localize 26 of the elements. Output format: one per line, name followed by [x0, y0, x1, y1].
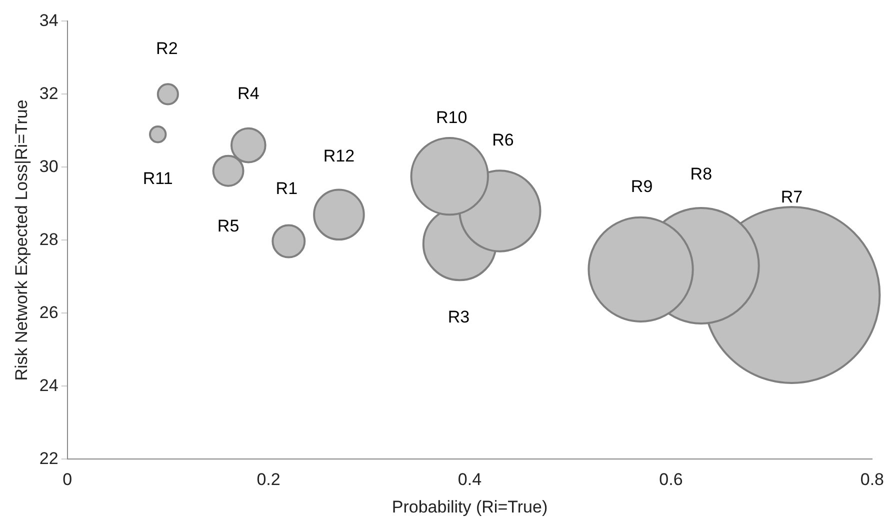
y-tick-label: 34 — [39, 10, 58, 30]
annotation: R6 — [492, 130, 514, 150]
y-tick-label: 26 — [39, 302, 58, 322]
annotation: R8 — [690, 164, 712, 184]
annotation: R5 — [217, 216, 240, 236]
x-tick-label: 0.4 — [458, 470, 482, 490]
x-tick-label: 0.8 — [860, 470, 884, 490]
annotation: R7 — [780, 188, 803, 207]
annotation: R1 — [276, 178, 298, 198]
x-tick-label: 0.2 — [256, 470, 280, 490]
y-tick-label: 28 — [39, 230, 58, 249]
annotation: R2 — [156, 38, 178, 58]
annotation: R4 — [238, 84, 260, 103]
annotation: R3 — [448, 308, 470, 327]
annotation: R10 — [436, 108, 468, 128]
x-tick-label: 0.6 — [659, 470, 683, 490]
y-axis-title: Risk Network Expected Loss|Ri=True — [12, 100, 31, 381]
x-axis-title: Probability (Ri=True) — [392, 497, 548, 516]
y-tick-label: 32 — [39, 84, 58, 103]
annotation: R11 — [142, 169, 173, 188]
annotation: R9 — [630, 177, 653, 196]
y-tick-label: 24 — [39, 376, 58, 395]
x-tick-label: 0 — [62, 470, 72, 490]
annotation: R12 — [323, 146, 355, 166]
y-tick-label: 30 — [39, 156, 58, 176]
y-tick-label: 22 — [39, 448, 58, 468]
